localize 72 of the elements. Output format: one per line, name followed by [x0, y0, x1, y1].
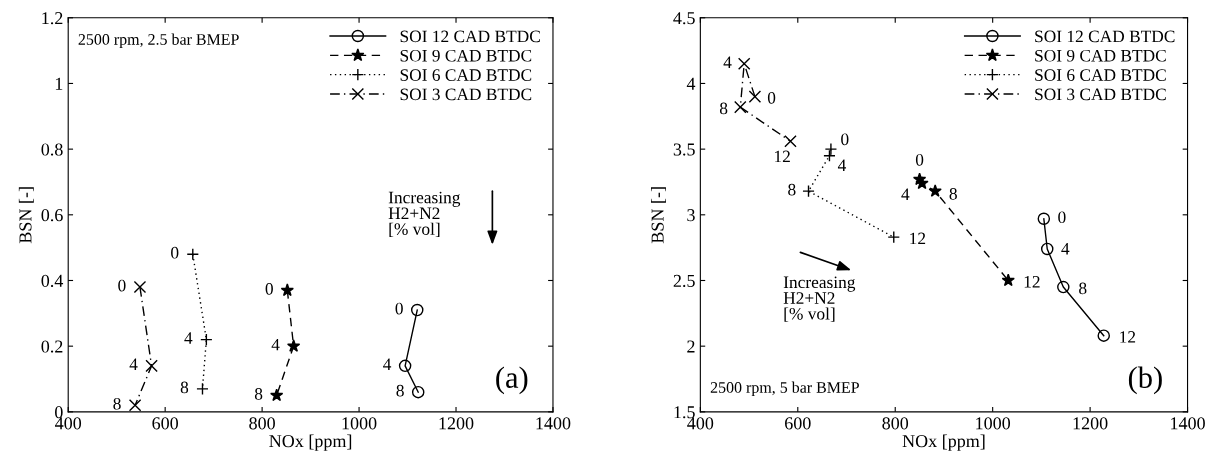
y-tick-label: 3.5 [673, 143, 695, 156]
annotation: 8 [396, 384, 404, 397]
annotation: 0 [118, 279, 126, 292]
annotation: 4 [271, 338, 280, 351]
annotation: (a) [496, 366, 528, 395]
annotation: 8 [180, 381, 189, 394]
legend-label: SOI 9 CAD BTDC [400, 49, 532, 62]
x-tick-label: 1400 [1171, 417, 1205, 430]
x-tick-label: 1400 [536, 417, 571, 430]
annotation: 12 [1024, 275, 1040, 288]
legend-label: SOI 6 CAD BTDC [400, 69, 532, 81]
y-tick-label: 1 [55, 77, 63, 90]
annotation: 4 [837, 159, 847, 171]
annotation: 8 [113, 397, 121, 410]
annotation: Increasing H2+N2 [% vol] [783, 276, 856, 322]
annotation: 4 [383, 358, 392, 371]
y-tick-label: 0.2 [41, 340, 63, 353]
x-tick-label: 1000 [976, 417, 1011, 430]
annotation: 0 [265, 282, 273, 295]
annotation: 0 [767, 92, 776, 104]
x-tick-label: 800 [882, 417, 909, 430]
annotation: 0 [171, 246, 179, 259]
y-axis-title: BSN [-] [18, 187, 34, 244]
x-tick-label: 1200 [439, 417, 474, 430]
y-tick-label: 0.6 [41, 209, 63, 222]
annotation: 0 [915, 153, 924, 166]
x-tick-label: 600 [152, 417, 179, 430]
legend-label: SOI 12 CAD BTDC [400, 30, 540, 43]
y-tick-label: 3 [687, 209, 695, 222]
annotation: 12 [775, 150, 790, 163]
annotation: 4 [901, 188, 910, 200]
annotation: 8 [949, 187, 957, 200]
annotation: 4 [1061, 243, 1070, 255]
annotation: Increasing H2+N2 [% vol] [388, 191, 461, 238]
legend-label: SOI 3 CAD BTDC [1035, 88, 1166, 101]
y-tick-label: 0.8 [41, 143, 63, 156]
y-tick-label: 0 [55, 406, 63, 419]
y-tick-label: 2.5 [673, 274, 695, 288]
annotation: 0 [841, 133, 849, 146]
y-tick-label: 1.5 [674, 406, 695, 419]
x-axis-title: NOx [ppm] [269, 434, 352, 451]
y-tick-label: 1.2 [42, 12, 63, 25]
annotation: 12 [1120, 331, 1136, 343]
annotation: 4 [184, 332, 193, 344]
y-tick-label: 0.4 [41, 274, 64, 288]
legend-label: SOI 6 CAD BTDC [1035, 69, 1166, 81]
x-tick-label: 800 [249, 417, 275, 430]
annotation: 2500 rpm, 5 bar BMEP [710, 381, 859, 397]
x-tick-label: 1000 [342, 417, 377, 430]
x-tick-label: 400 [687, 417, 714, 430]
annotation: 4 [723, 56, 732, 68]
y-tick-label: 4.5 [673, 12, 695, 25]
x-axis-title: NOx [ppm] [902, 434, 985, 451]
annotation: 8 [719, 102, 728, 115]
annotation: 8 [254, 388, 263, 400]
annotation: 0 [395, 302, 403, 315]
legend-label: SOI 12 CAD BTDC [1035, 30, 1175, 43]
annotation: (b) [1128, 366, 1162, 395]
legend-label: SOI 9 CAD BTDC [1035, 49, 1166, 62]
y-axis-title: BSN [-] [650, 187, 666, 244]
legend-label: SOI 3 CAD BTDC [400, 88, 532, 101]
x-tick-label: 400 [55, 417, 82, 430]
annotation: 12 [910, 232, 926, 245]
x-tick-label: 1200 [1073, 417, 1108, 430]
annotation: 8 [788, 183, 796, 196]
annotation: 8 [1079, 282, 1087, 295]
annotation: 4 [129, 358, 138, 371]
x-tick-label: 600 [785, 417, 811, 430]
annotation: 0 [1058, 211, 1066, 224]
y-tick-label: 4 [686, 77, 696, 90]
y-tick-label: 2 [687, 340, 695, 353]
annotation: 2500 rpm, 2.5 bar BMEP [78, 33, 239, 49]
